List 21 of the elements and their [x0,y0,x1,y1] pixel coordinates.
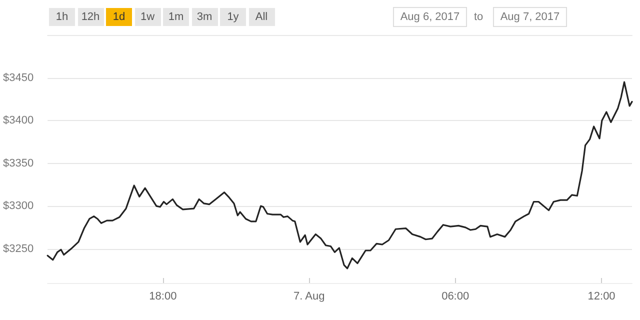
text: to [474,10,484,25]
y-tick-label: $3250 [2,242,34,255]
range-button: 12h [78,8,104,26]
y-tick-label: $3300 [2,200,34,212]
date-field: Aug 7, 2017 [493,7,567,27]
range-button: 1h [49,8,75,26]
range-button: All [248,8,274,26]
x-tick-label: 18:00 [149,290,177,302]
date-field: Aug 6, 2017 [393,7,467,27]
y-tick-label: $3450 [2,72,34,84]
y-tick-label: $3400 [2,114,34,127]
y-tick-label: $3350 [2,157,34,170]
x-tick-label: 7. Aug [294,290,325,302]
range-button: 1y [220,8,246,26]
range-button: 1d [106,8,132,26]
range-button: 1w [134,8,160,26]
line-series [46,81,633,270]
x-tick-label: 06:00 [442,290,470,302]
x-tick-label: 12:00 [588,290,616,302]
range-button: 1m [163,8,189,26]
range-button: 3m [192,8,218,26]
